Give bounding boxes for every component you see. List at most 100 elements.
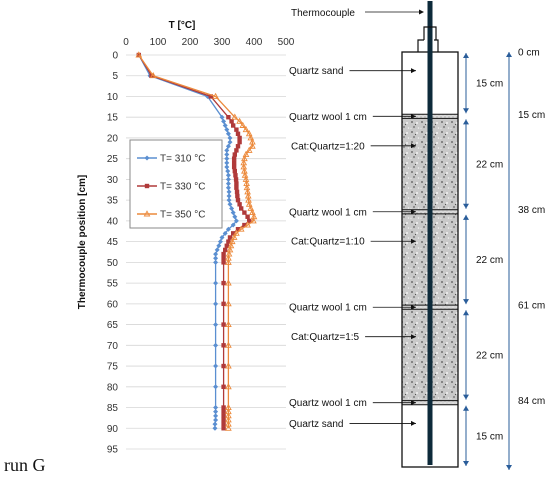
y-tick-label: 40 <box>107 216 119 227</box>
data-point <box>225 143 231 149</box>
data-point <box>221 301 226 307</box>
data-point <box>225 279 232 286</box>
section-label: Cat:Quartz=1:5 <box>291 332 360 343</box>
data-point <box>226 197 232 203</box>
data-point <box>216 243 222 249</box>
data-point <box>225 258 232 265</box>
data-point <box>222 123 228 129</box>
legend-label: T= 350 °C <box>160 210 205 221</box>
x-tick-label: 400 <box>246 37 263 48</box>
y-tick-label: 60 <box>107 299 119 310</box>
data-point <box>222 230 228 236</box>
x-tick-label: 100 <box>150 37 167 48</box>
data-point <box>233 229 240 236</box>
data-point <box>239 121 247 128</box>
section-label: Cat:Quartz=1:10 <box>291 237 365 248</box>
data-point <box>242 150 250 157</box>
reactor-diagram: Quartz sand Quartz wool 1 cm Cat:Quartz=1:… <box>289 1 545 470</box>
section-label: Quartz sand <box>289 66 343 77</box>
data-point <box>221 343 226 348</box>
data-point <box>231 156 237 161</box>
data-point <box>224 152 230 158</box>
data-point <box>212 92 219 99</box>
length-label: 15 cm <box>476 79 503 90</box>
data-point <box>232 168 237 174</box>
y-tick-label: 0 <box>112 51 118 62</box>
legend-label: T= 310 °C <box>160 154 205 165</box>
data-point <box>226 189 232 195</box>
legend: T= 310 °C T= 330 °C T= 350 °C <box>129 139 223 229</box>
y-tick-label: 20 <box>107 133 119 144</box>
y-tick-label: 50 <box>107 258 119 269</box>
arrowhead <box>463 203 469 209</box>
data-point <box>149 71 157 79</box>
data-point <box>225 383 232 390</box>
data-point <box>144 155 150 161</box>
x-tick-label: 200 <box>182 37 199 48</box>
data-point <box>233 173 238 178</box>
data-point <box>225 176 231 182</box>
arrowhead <box>463 53 469 58</box>
data-point <box>227 242 235 249</box>
arrowhead <box>419 9 424 15</box>
data-point <box>245 146 253 153</box>
data-point <box>250 217 257 224</box>
data-point <box>213 259 219 265</box>
y-tick-label: 10 <box>107 92 119 103</box>
data-point <box>224 243 229 248</box>
data-point <box>245 214 250 219</box>
data-point <box>231 164 237 170</box>
arrowhead <box>411 113 416 119</box>
data-point <box>249 142 256 149</box>
data-point <box>208 94 213 99</box>
position-label: 61 cm <box>518 301 545 312</box>
data-point <box>213 255 219 261</box>
arrowhead <box>411 143 416 149</box>
y-tick-label: 35 <box>107 196 119 207</box>
data-point <box>221 260 226 265</box>
data-point <box>213 322 219 328</box>
arrowhead <box>463 108 469 114</box>
arrowhead <box>463 405 469 411</box>
data-point <box>213 384 219 390</box>
data-point <box>230 222 236 228</box>
top-fitting <box>417 39 439 52</box>
data-point <box>221 256 226 261</box>
data-point <box>225 424 232 431</box>
y-tick-label: 30 <box>107 175 119 186</box>
data-point <box>214 247 220 253</box>
data-point <box>227 235 233 240</box>
data-point <box>219 114 225 120</box>
y-tick-label: 85 <box>107 403 119 414</box>
arrowhead <box>411 68 416 74</box>
data-point <box>221 363 226 369</box>
y-tick-label: 15 <box>107 113 119 124</box>
data-point <box>226 193 232 199</box>
data-point <box>219 234 225 240</box>
data-point <box>230 210 236 216</box>
data-point <box>224 147 230 153</box>
data-point <box>242 125 250 133</box>
data-point <box>224 164 230 170</box>
data-point <box>237 139 242 145</box>
data-point <box>245 130 253 137</box>
y-tick-label: 90 <box>107 424 119 435</box>
data-point <box>221 280 226 286</box>
data-point <box>225 185 231 191</box>
x-axis-label: T [°C] <box>169 20 196 31</box>
length-label: 22 cm <box>476 160 503 171</box>
data-point <box>224 156 230 162</box>
series-3 <box>135 51 258 431</box>
data-point <box>221 421 226 427</box>
data-point <box>230 233 238 240</box>
section-label: Quartz sand <box>289 419 343 430</box>
arrowhead <box>463 461 469 466</box>
data-point <box>225 226 231 232</box>
data-point <box>237 225 245 232</box>
data-point <box>234 181 239 186</box>
data-point <box>247 204 255 211</box>
data-point <box>235 144 241 149</box>
data-point <box>221 251 226 257</box>
data-point <box>234 189 240 195</box>
data-point <box>212 425 218 431</box>
